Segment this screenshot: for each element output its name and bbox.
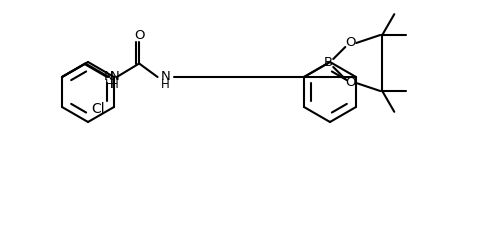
Text: H: H xyxy=(110,78,119,90)
Text: Cl: Cl xyxy=(91,102,105,116)
Text: O: O xyxy=(345,36,356,49)
Text: H: H xyxy=(161,78,170,91)
Text: N: N xyxy=(110,71,120,84)
Text: O: O xyxy=(134,29,144,42)
Text: N: N xyxy=(104,71,114,84)
Text: N: N xyxy=(161,71,170,84)
Text: H: H xyxy=(105,78,113,91)
Text: O: O xyxy=(345,77,356,90)
Text: B: B xyxy=(324,56,333,70)
